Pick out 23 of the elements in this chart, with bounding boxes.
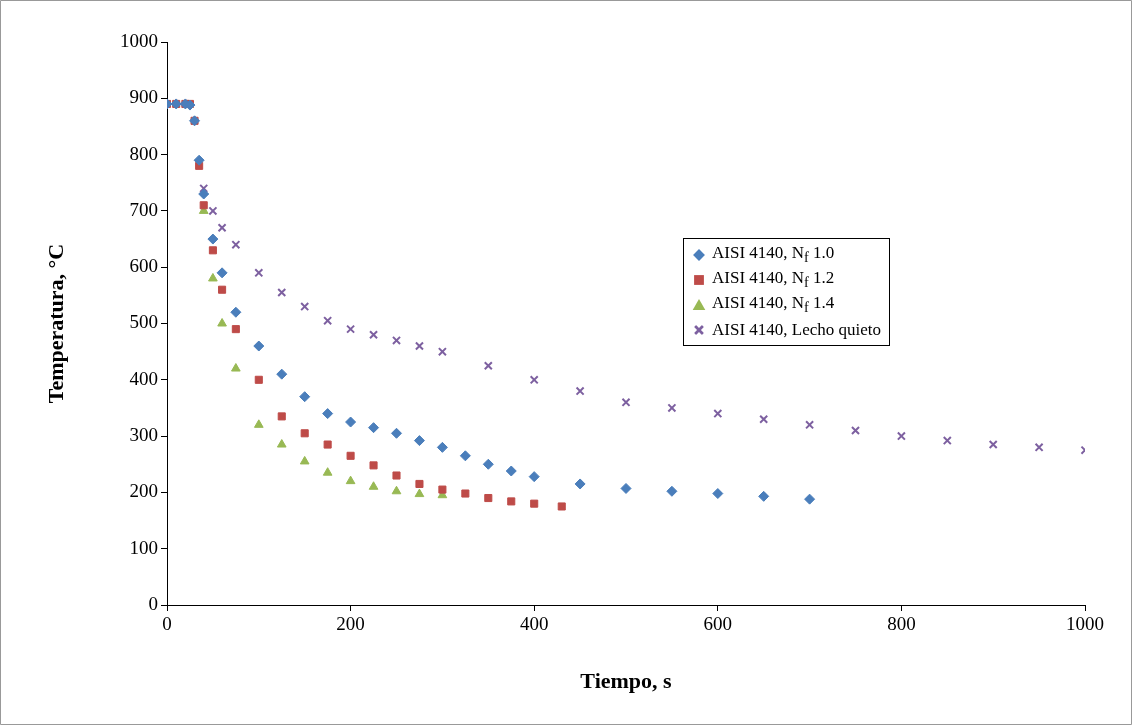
y-tick-label: 300 [129,424,158,446]
y-axis-title: Temperatura, °C [42,243,68,404]
y-tick-label: 500 [129,311,158,333]
y-tick-label: 200 [129,480,158,502]
x-tick-label: 200 [336,613,365,635]
y-tick-label: 700 [129,198,158,220]
y-tick-label: 1000 [120,29,158,51]
y-tick-label: 0 [148,592,158,614]
x-tick-label: 600 [703,613,733,635]
y-tick-label: 100 [129,536,158,558]
y-tick-label: 400 [129,367,158,389]
x-tick-label: 800 [887,613,916,635]
x-axis-title: Tiempo, s [580,668,673,694]
x-tick-label: 400 [519,613,549,635]
legend-label: AISI 4140, Lecho quieto [712,319,882,340]
x-tick-label: 1000 [1066,613,1104,635]
y-tick-label: 900 [129,86,158,108]
y-tick-label: 800 [129,142,158,164]
legend-label: AISI 4140, N$_{f}$ 1.0 [712,242,835,267]
y-tick-label: 600 [129,255,158,277]
legend-label: AISI 4140, N$_{f}$ 1.4 [712,292,835,317]
x-tick-label: 0 [162,613,172,635]
legend-label: AISI 4140, N$_{f}$ 1.2 [712,267,835,292]
